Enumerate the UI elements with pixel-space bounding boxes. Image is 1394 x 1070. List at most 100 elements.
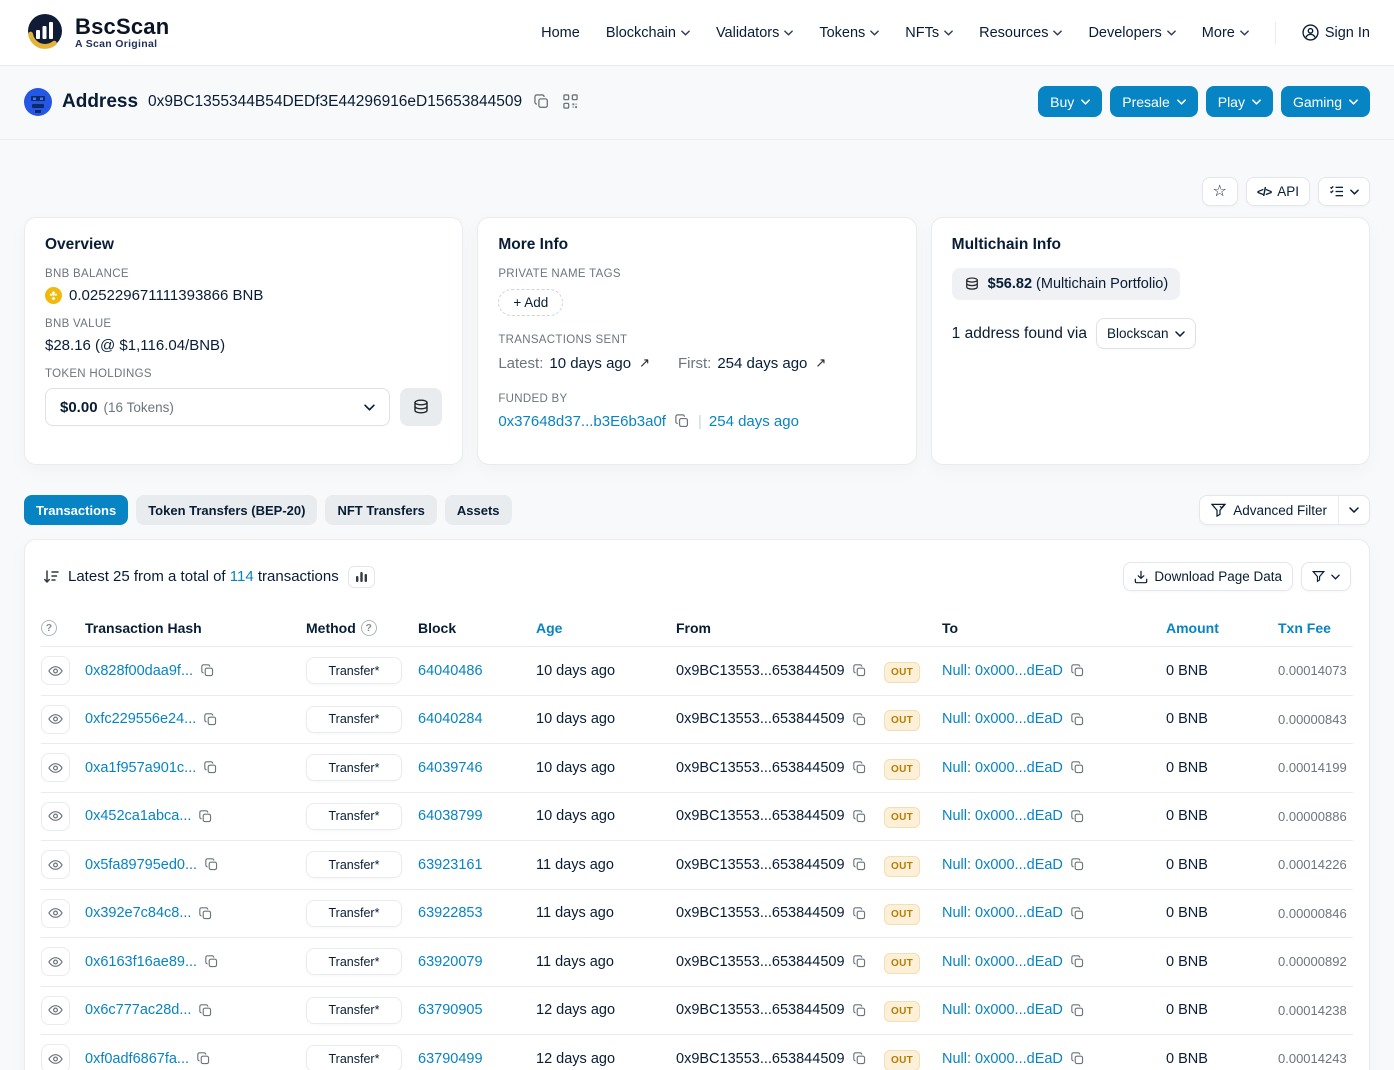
method-badge[interactable]: Transfer* (306, 706, 402, 733)
method-badge[interactable]: Transfer* (306, 851, 402, 878)
tx-hash-link[interactable]: 0x6163f16ae89... (85, 954, 197, 970)
help-icon[interactable]: ? (41, 620, 57, 636)
copy-from-button[interactable] (851, 1002, 868, 1019)
copy-from-button[interactable] (851, 711, 868, 728)
copy-to-button[interactable] (1069, 1002, 1086, 1019)
tx-hash-link[interactable]: 0x828f00daa9f... (85, 663, 193, 679)
copy-from-button[interactable] (851, 953, 868, 970)
chart-view-button[interactable] (348, 566, 375, 588)
method-badge[interactable]: Transfer* (306, 754, 402, 781)
tab[interactable]: Token Transfers (BEP-20) (136, 495, 317, 525)
copy-tx-hash-button[interactable] (197, 1002, 214, 1019)
download-page-data-button[interactable]: Download Page Data (1123, 562, 1293, 591)
copy-from-button[interactable] (851, 856, 868, 873)
nav-item[interactable]: More (1202, 25, 1249, 41)
copy-from-button[interactable] (851, 905, 868, 922)
copy-to-button[interactable] (1069, 1050, 1086, 1067)
to-address-link[interactable]: Null: 0x000...dEaD (942, 663, 1063, 679)
nav-item[interactable]: Blockchain (606, 25, 690, 41)
advanced-filter-caret-button[interactable] (1338, 496, 1369, 524)
block-link[interactable]: 63922853 (418, 905, 483, 921)
first-tx-link[interactable]: ↗ (813, 353, 828, 373)
sign-in-button[interactable]: Sign In (1302, 24, 1370, 41)
col-amount[interactable]: Amount (1166, 620, 1278, 636)
multichain-portfolio-button[interactable]: $56.82 (Multichain Portfolio) (952, 268, 1181, 300)
block-link[interactable]: 63790905 (418, 1002, 483, 1018)
tx-hash-link[interactable]: 0xf0adf6867fa... (85, 1051, 189, 1067)
block-link[interactable]: 64040486 (418, 663, 483, 679)
preview-tx-button[interactable] (41, 705, 70, 734)
promo-dropdown-button[interactable]: Gaming (1281, 86, 1370, 117)
copy-to-button[interactable] (1069, 759, 1086, 776)
copy-tx-hash-button[interactable] (202, 759, 219, 776)
copy-tx-hash-button[interactable] (197, 905, 214, 922)
latest-tx-link[interactable]: ↗ (637, 353, 652, 373)
funded-age-link[interactable]: 254 days ago (709, 413, 799, 430)
to-address-link[interactable]: Null: 0x000...dEaD (942, 905, 1063, 921)
tx-hash-link[interactable]: 0xfc229556e24... (85, 711, 196, 727)
nav-item[interactable]: NFTs (905, 25, 953, 41)
tab[interactable]: Transactions (24, 495, 128, 525)
preview-tx-button[interactable] (41, 850, 70, 879)
copy-tx-hash-button[interactable] (203, 856, 220, 873)
preview-tx-button[interactable] (41, 656, 70, 685)
copy-funder-button[interactable] (673, 412, 691, 430)
promo-dropdown-button[interactable]: Presale (1110, 86, 1197, 117)
block-link[interactable]: 64039746 (418, 760, 483, 776)
tab[interactable]: Assets (445, 495, 512, 525)
tx-hash-link[interactable]: 0x5fa89795ed0... (85, 857, 197, 873)
copy-to-button[interactable] (1069, 808, 1086, 825)
block-link[interactable]: 63790499 (418, 1051, 483, 1067)
nav-item[interactable]: Tokens (819, 25, 879, 41)
copy-tx-hash-button[interactable] (195, 1050, 212, 1067)
preview-tx-button[interactable] (41, 947, 70, 976)
to-address-link[interactable]: Null: 0x000...dEaD (942, 760, 1063, 776)
block-link[interactable]: 64040284 (418, 711, 483, 727)
copy-from-button[interactable] (851, 662, 868, 679)
preview-tx-button[interactable] (41, 1044, 70, 1070)
funder-address-link[interactable]: 0x37648d37...b3E6b3a0f (498, 413, 666, 430)
view-options-button[interactable] (1318, 177, 1370, 206)
add-name-tag-button[interactable]: + Add (498, 289, 563, 316)
col-txn-fee[interactable]: Txn Fee (1278, 620, 1353, 636)
token-holdings-dropdown[interactable]: $0.00(16 Tokens) (45, 388, 390, 426)
bscscan-logo[interactable]: BscScan A Scan Original (24, 12, 169, 54)
method-badge[interactable]: Transfer* (306, 997, 402, 1024)
to-address-link[interactable]: Null: 0x000...dEaD (942, 808, 1063, 824)
block-link[interactable]: 63920079 (418, 954, 483, 970)
promo-dropdown-button[interactable]: Buy (1038, 86, 1102, 117)
api-button[interactable]: </> API (1246, 177, 1310, 206)
copy-tx-hash-button[interactable] (202, 711, 219, 728)
tx-hash-link[interactable]: 0x6c777ac28d... (85, 1002, 191, 1018)
copy-address-button[interactable] (532, 92, 551, 111)
preview-tx-button[interactable] (41, 753, 70, 782)
to-address-link[interactable]: Null: 0x000...dEaD (942, 1002, 1063, 1018)
method-badge[interactable]: Transfer* (306, 900, 402, 927)
qr-code-button[interactable] (561, 92, 580, 111)
copy-to-button[interactable] (1069, 905, 1086, 922)
copy-to-button[interactable] (1069, 711, 1086, 728)
copy-from-button[interactable] (851, 759, 868, 776)
to-address-link[interactable]: Null: 0x000...dEaD (942, 857, 1063, 873)
block-link[interactable]: 64038799 (418, 808, 483, 824)
nav-item[interactable]: Home (541, 25, 580, 41)
copy-to-button[interactable] (1069, 856, 1086, 873)
blockscan-dropdown[interactable]: Blockscan (1096, 318, 1197, 349)
preview-tx-button[interactable] (41, 996, 70, 1025)
to-address-link[interactable]: Null: 0x000...dEaD (942, 1051, 1063, 1067)
method-badge[interactable]: Transfer* (306, 803, 402, 830)
method-badge[interactable]: Transfer* (306, 657, 402, 684)
total-transactions-link[interactable]: 114 (230, 568, 254, 585)
copy-to-button[interactable] (1069, 953, 1086, 970)
to-address-link[interactable]: Null: 0x000...dEaD (942, 954, 1063, 970)
block-link[interactable]: 63923161 (418, 857, 483, 873)
method-badge[interactable]: Transfer* (306, 1045, 402, 1070)
help-icon[interactable]: ? (361, 620, 377, 636)
copy-tx-hash-button[interactable] (197, 808, 214, 825)
promo-dropdown-button[interactable]: Play (1206, 86, 1273, 117)
preview-tx-button[interactable] (41, 802, 70, 831)
method-badge[interactable]: Transfer* (306, 948, 402, 975)
copy-from-button[interactable] (851, 1050, 868, 1067)
nav-item[interactable]: Developers (1088, 25, 1175, 41)
tab[interactable]: NFT Transfers (325, 495, 436, 525)
